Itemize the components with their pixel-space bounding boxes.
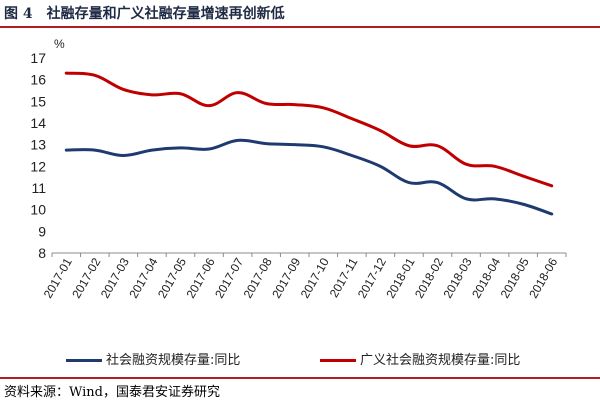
figure-number: 图 4 bbox=[4, 6, 33, 22]
legend-swatch-series1 bbox=[66, 359, 102, 362]
y-tick-label: 16 bbox=[30, 72, 46, 88]
series-lines bbox=[64, 71, 554, 216]
x-tick-label: 2018-06 bbox=[526, 255, 560, 300]
y-tick-label: 10 bbox=[30, 202, 46, 218]
figure-title: 图 4 社融存量和广义社融存量增速再创新低 bbox=[4, 3, 285, 23]
legend-item-series2: 广义社会融资规模存量:同比 bbox=[320, 349, 520, 368]
y-axis-unit-label: % bbox=[54, 37, 65, 51]
y-tick-label: 11 bbox=[31, 180, 46, 196]
figure-title-text: 社融存量和广义社融存量增速再创新低 bbox=[46, 6, 285, 22]
bottom-rule bbox=[0, 377, 600, 379]
x-axis-ticks: 2017-012017-022017-032017-042017-052017-… bbox=[41, 253, 567, 301]
y-tick-label: 17 bbox=[30, 50, 46, 66]
legend-label-series2: 广义社会融资规模存量:同比 bbox=[360, 353, 521, 368]
y-tick-label: 9 bbox=[38, 223, 46, 239]
top-rule bbox=[0, 26, 600, 28]
legend-item-series1: 社会融资规模存量:同比 bbox=[66, 349, 240, 368]
y-tick-label: 8 bbox=[38, 245, 46, 261]
y-axis-ticks: 8 9 10 11 12 13 14 15 16 17 bbox=[30, 50, 46, 261]
legend-swatch-series2 bbox=[320, 359, 356, 362]
y-tick-label: 13 bbox=[30, 137, 46, 153]
source-note: 资料来源：Wind，国泰君安证券研究 bbox=[4, 385, 220, 400]
legend-label-series1: 社会融资规模存量:同比 bbox=[106, 353, 241, 368]
y-tick-label: 14 bbox=[30, 115, 46, 131]
y-tick-label: 12 bbox=[30, 158, 46, 174]
y-tick-label: 15 bbox=[30, 93, 46, 109]
series-line-2 bbox=[64, 71, 554, 188]
series-line-1 bbox=[64, 138, 554, 216]
